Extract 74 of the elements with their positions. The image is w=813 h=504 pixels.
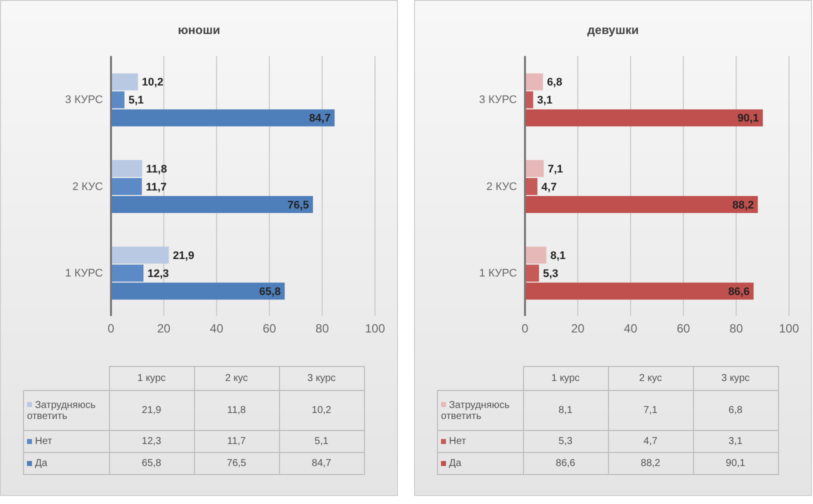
data-label: 84,7 (309, 112, 331, 125)
x-tick-label: 60 (676, 322, 690, 336)
data-label: 10,2 (142, 76, 164, 89)
text: 65,8 (142, 458, 162, 469)
data-label: 8,1 (550, 250, 566, 262)
chart-title: юноши (176, 23, 222, 37)
x-tick-label: 40 (624, 322, 638, 336)
x-tick-label: 0 (108, 322, 115, 336)
x-tick-label: 20 (571, 322, 585, 336)
data-label: 7,1 (548, 163, 564, 176)
chart-title: девушки (586, 23, 640, 37)
data-label: 90,1 (737, 112, 759, 125)
y-tick-label: 3 КУРС (479, 94, 518, 106)
text: 3 курс (279, 366, 364, 390)
text: 3 курс (693, 366, 778, 390)
text: 2 кус (194, 366, 279, 390)
text: 1 курс (109, 366, 194, 390)
y-tick-label: 2 КУС (72, 180, 104, 193)
text: 4,7 (644, 436, 658, 447)
data-label: 5,1 (128, 94, 144, 107)
bar (111, 73, 138, 90)
y-tick-label: 1 КУРС (479, 268, 518, 280)
x-tick-label: 0 (522, 322, 529, 336)
y-tick-label: 2 КУС (486, 180, 518, 193)
legend-label: Нет (438, 430, 523, 452)
text: 2 кус (608, 366, 693, 390)
x-tick-label: 100 (364, 322, 386, 336)
legend-label: Да (24, 452, 109, 474)
text: 1 курс (523, 366, 608, 390)
x-tick-label: 20 (157, 322, 171, 336)
bar (525, 160, 544, 177)
text: 21,9 (142, 405, 162, 416)
data-label: 86,6 (728, 286, 750, 298)
x-tick-label: 80 (316, 322, 330, 336)
data-label: 6,8 (546, 76, 562, 89)
text: 88,2 (640, 458, 660, 469)
text: 11,7 (227, 436, 246, 447)
text: 7,1 (644, 405, 658, 416)
data-label: 4,7 (541, 181, 557, 194)
text: 3,1 (728, 436, 742, 447)
text: 6,8 (728, 405, 742, 416)
data-label: 76,5 (288, 199, 309, 212)
text: 8,1 (558, 405, 572, 416)
data-label: 65,8 (259, 286, 281, 298)
text: 90,1 (726, 458, 746, 469)
text: 76,5 (226, 458, 246, 469)
legend-label: Нет (24, 430, 109, 452)
bar (111, 246, 169, 264)
data-label: 21,9 (172, 250, 194, 262)
text: 86,6 (556, 458, 576, 469)
data-label: 3,1 (537, 94, 552, 107)
data-label: 11,8 (146, 163, 167, 176)
y-tick-label: 3 КУРС (65, 94, 104, 106)
text: 10,2 (312, 405, 332, 416)
text: 84,7 (312, 458, 332, 469)
data-label: 88,2 (732, 199, 754, 212)
legend-label: Затрудняюсь ответить (438, 390, 523, 430)
x-tick-label: 60 (262, 322, 276, 336)
data-label: 11,7 (146, 181, 167, 194)
x-tick-label: 40 (210, 322, 224, 336)
y-tick-label: 1 КУРС (65, 268, 104, 280)
bar (525, 246, 546, 264)
legend-label: Да (438, 452, 523, 474)
text: 11,8 (227, 405, 246, 416)
text: 5,1 (314, 436, 328, 447)
data-label: 5,3 (542, 268, 558, 280)
legend-label: Затрудняюсь ответить (24, 390, 109, 430)
x-tick-label: 80 (730, 322, 744, 336)
text: 5,3 (558, 436, 572, 447)
bar (111, 160, 142, 177)
data-label: 12,3 (147, 268, 169, 280)
x-tick-label: 100 (778, 322, 800, 336)
bar (525, 73, 543, 90)
text: 12,3 (142, 436, 162, 447)
